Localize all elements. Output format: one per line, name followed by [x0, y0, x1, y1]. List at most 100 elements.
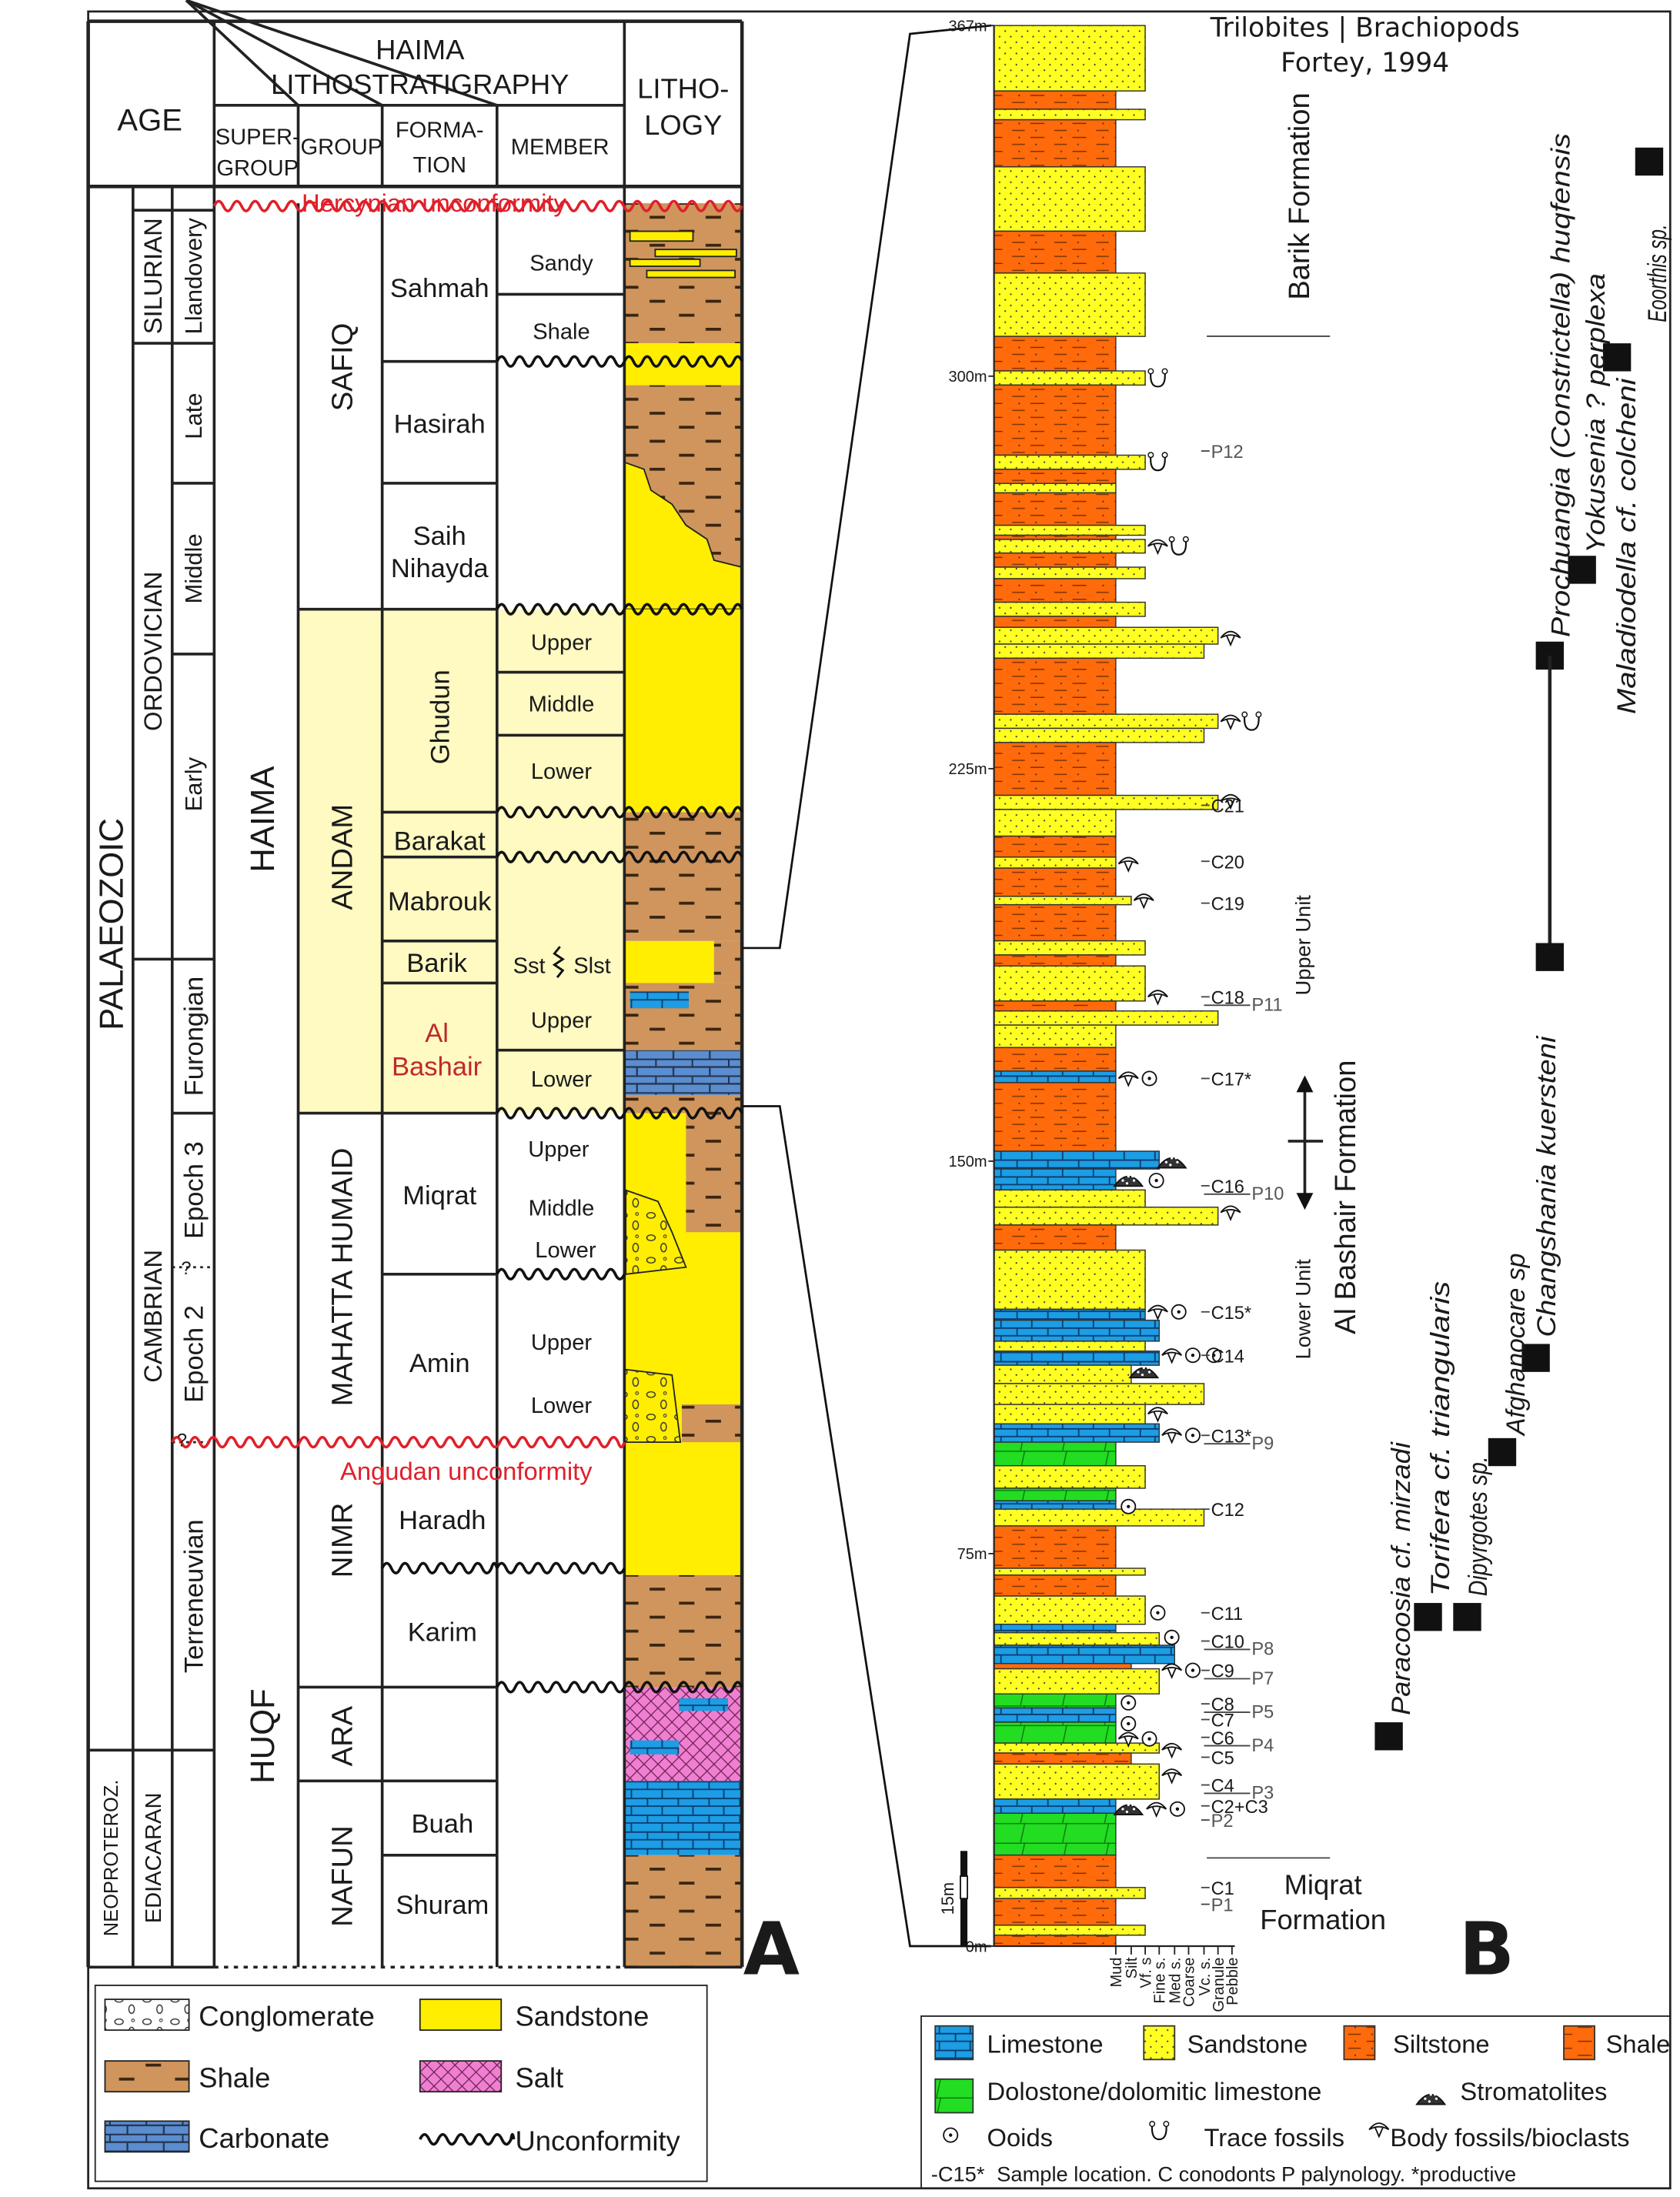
fossil-species-label: Maladiodella cf. colcheni: [1612, 377, 1642, 714]
bed-limestone: [993, 1351, 1160, 1366]
trace-fossil-shape: [1150, 371, 1166, 388]
trace-end: [1147, 368, 1154, 375]
period-label: EDIACARAN: [142, 1793, 166, 1924]
bed-siltstone: [993, 954, 1117, 967]
ooid-icon: [1148, 1173, 1164, 1189]
legend-swatch-carbonate: [104, 2120, 190, 2153]
fossil-species-label: Paracoosia cf. mirzadi: [1387, 1441, 1416, 1715]
legend-note: Sample location. C conodonts P palynolog…: [997, 2162, 1516, 2186]
bed-sandstone: [993, 643, 1205, 659]
unconformity-line: [623, 355, 743, 368]
bed-siltstone: [993, 336, 1117, 372]
stromatolite-dot: [1176, 1160, 1179, 1164]
lithology-carbonate: [624, 1781, 743, 1855]
trace-icon: [1168, 536, 1189, 556]
grain-size-label: Fine s.: [1152, 1958, 1169, 2004]
legend-label: Shale: [199, 2062, 270, 2094]
stromatolite-icon: [1113, 1803, 1144, 1816]
sample-label: C7: [1211, 1711, 1234, 1731]
epoch-label: Epoch 3: [179, 1141, 209, 1239]
bed-sandstone: [993, 1010, 1219, 1026]
stromatolite-icon: [1128, 1366, 1160, 1379]
stromatolite-dot: [1121, 1179, 1124, 1182]
stromatolite-dot: [1164, 1160, 1168, 1164]
arrow-heads: [1296, 1075, 1314, 1210]
lithology-shale: [681, 1404, 743, 1443]
epoch-label: Late: [180, 393, 207, 439]
divider-line: [185, 0, 299, 107]
bed-sandstone: [993, 809, 1117, 837]
body-fossil-shape: [1161, 1428, 1183, 1444]
panel-a-stratigraphic-table: AGEHAIMALITHOSTRATIGRAPHYSUPER-GROUPGROU…: [86, 0, 992, 2182]
grain-size-label: Silt: [1124, 1957, 1141, 1978]
fossil-species-label: Eoorthis sp.: [1643, 224, 1672, 322]
sample-label: C1: [1211, 1879, 1234, 1899]
divider-line: [185, 0, 498, 107]
eon-neoproterozoic: NEOPROTEROZ.: [101, 1780, 122, 1937]
ooid-core: [1177, 1310, 1181, 1314]
al-bashair-formation-label: Al Bashair Formation: [1329, 1060, 1362, 1334]
member-label: Shale: [533, 320, 590, 345]
stromatolite-dot: [1429, 2093, 1432, 2096]
bed-dolostone: [993, 1441, 1117, 1467]
uncertain-boundary-mark: ?: [177, 1431, 187, 1451]
grain-size-label: Med s.: [1167, 1958, 1184, 2004]
member-label: Sandy: [529, 251, 593, 275]
bed-siltstone: [993, 1082, 1117, 1152]
body-fossil-shape: [1161, 1348, 1183, 1364]
stromatolite-dot: [1171, 1157, 1174, 1160]
bed-sandstone: [993, 896, 1132, 906]
trace-end: [1168, 536, 1175, 543]
unit-boundary-arrow-icon: [1288, 1075, 1324, 1210]
epoch-label: Llandovery: [180, 218, 207, 335]
palynology-sample-label: P9: [1251, 1434, 1274, 1454]
fossil-occurrence-marker: [1453, 1603, 1481, 1631]
unconformity-line: [623, 806, 743, 819]
legend-swatch-dolostone: [934, 2078, 974, 2114]
ooid-core: [1147, 1077, 1151, 1080]
bed-siltstone: [993, 616, 1117, 628]
ooid-core: [1147, 1737, 1151, 1741]
bed-siltstone: [993, 1224, 1117, 1251]
legend-label: Stromatolites: [1460, 2077, 1607, 2105]
hercynian-unconformity-line: [212, 199, 743, 212]
trace-fossil-shape: [1150, 455, 1166, 472]
bed-limestone: [993, 1168, 1117, 1191]
member-label: Sst: [513, 954, 546, 979]
formation-label: Haradh: [399, 1506, 486, 1535]
body-fossil-shape: [1147, 990, 1168, 1006]
formation-label: Hasirah: [394, 409, 486, 439]
depth-label: 150m: [948, 1154, 987, 1170]
angudan-unconformity-label: Angudan unconformity: [340, 1457, 593, 1485]
formation-label: Nihayda: [391, 554, 489, 583]
trace-fossil-shape: [1171, 539, 1187, 556]
body-fossil-shape: [1147, 1304, 1168, 1321]
trace-icon: [1149, 2121, 1170, 2141]
palynology-sample-label: P11: [1251, 996, 1282, 1016]
ooid-core: [1127, 1504, 1131, 1508]
stromatolite-dot: [1174, 1157, 1177, 1160]
formation-label: Karim: [408, 1618, 477, 1647]
body-fossil-shape: [1220, 714, 1241, 731]
period-label: CAMBRIAN: [139, 1250, 167, 1383]
legend-label: Conglomerate: [199, 2001, 374, 2032]
body-fossil-shape: [1117, 856, 1139, 873]
formation-label: Miqrat: [402, 1181, 476, 1210]
unconformity-line: [496, 1107, 626, 1120]
lithology-sandstone: [624, 940, 714, 983]
ooid-core: [1212, 1354, 1216, 1357]
bed-limestone: [993, 1707, 1117, 1723]
legend-panel-b: Limestone Sandstone Siltstone Shale Doloston…: [920, 2015, 1672, 2189]
body-icon: [1220, 793, 1241, 810]
supergroup-huqf: HUQF: [244, 1688, 282, 1784]
panel-a-label: A: [743, 1907, 800, 1992]
connector-line-bottom: [742, 1105, 991, 1948]
ooid-icon: [1141, 1070, 1157, 1087]
ooid-core: [1191, 1434, 1195, 1437]
bed-siltstone: [993, 492, 1117, 526]
fossil-occurrence-marker: [1602, 343, 1632, 372]
trace-end: [1241, 711, 1248, 718]
lithology-siltstone: [713, 940, 743, 983]
bed-sandstone: [993, 482, 1117, 494]
